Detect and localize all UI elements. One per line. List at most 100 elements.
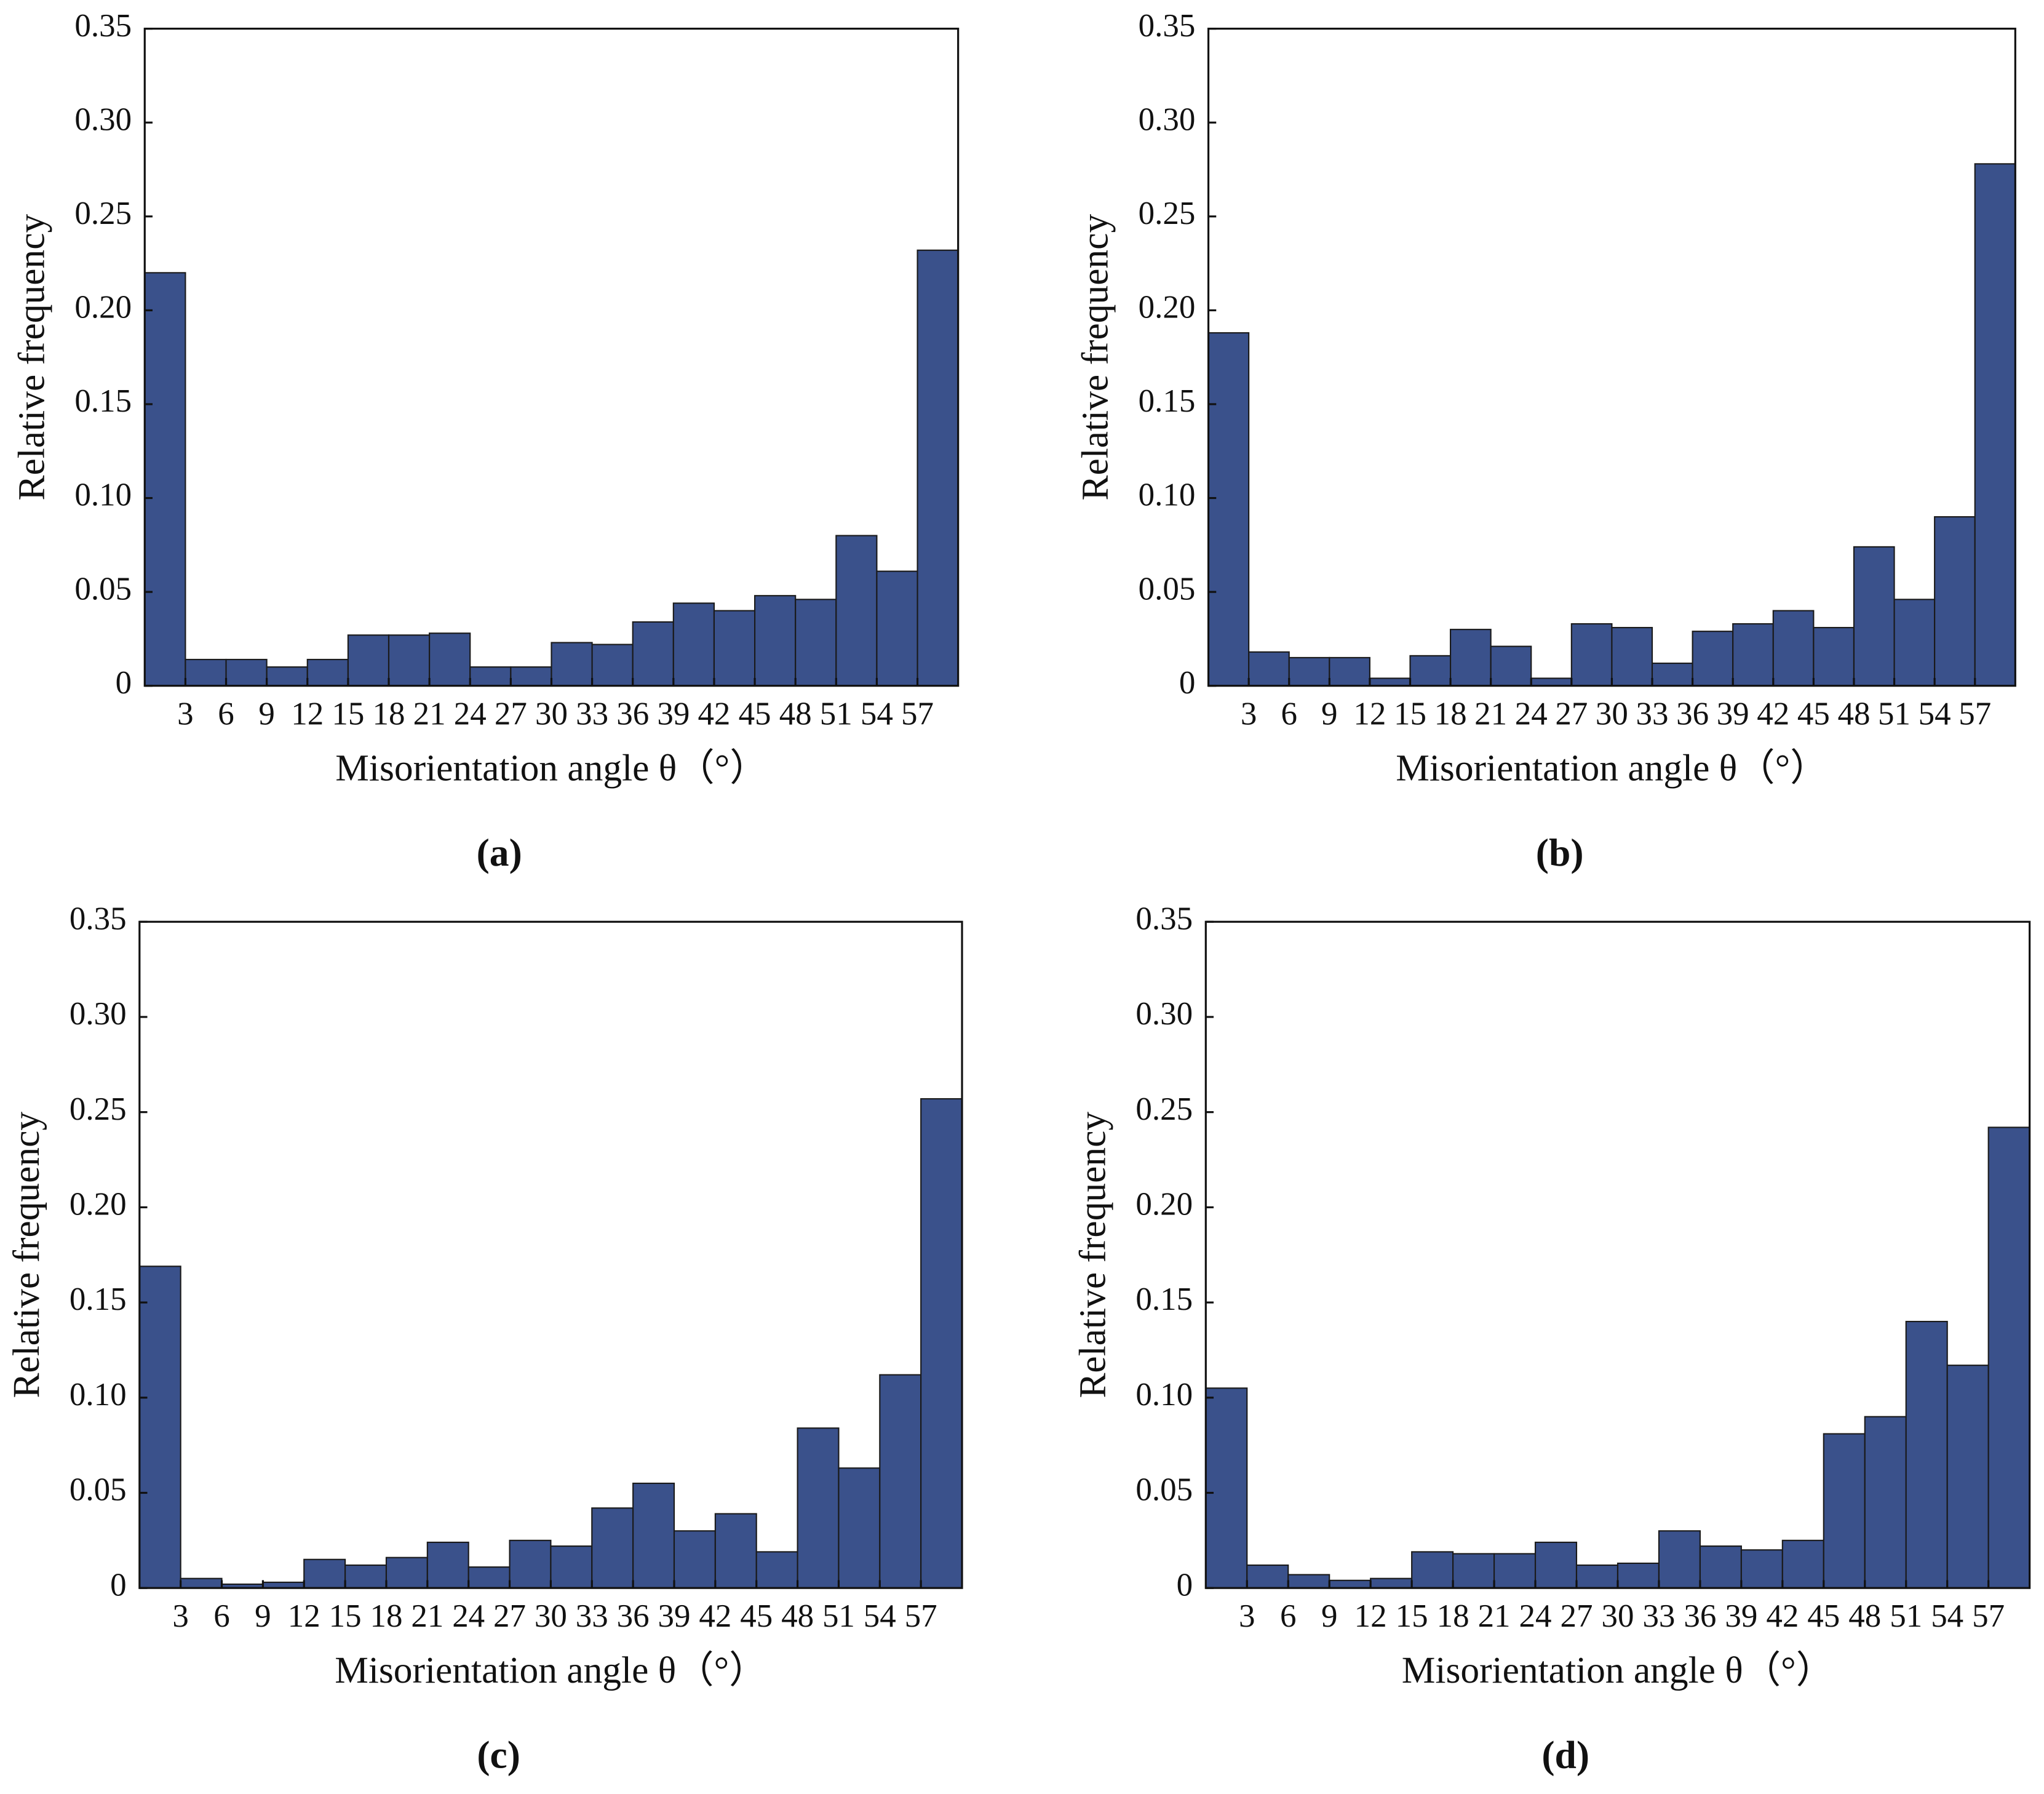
bar bbox=[429, 632, 471, 687]
y-axis-label: Relative frequency bbox=[6, 1112, 47, 1398]
y-tick-label: 0.10 bbox=[74, 477, 132, 513]
bar bbox=[795, 599, 837, 687]
x-tick-label: 48 bbox=[1848, 1598, 1881, 1634]
x-axis-label: Misorientation angle θ（°） bbox=[1396, 748, 1827, 789]
bar bbox=[510, 666, 552, 687]
bar bbox=[467, 1566, 511, 1589]
bar bbox=[551, 642, 593, 687]
y-tick-label: 0.05 bbox=[74, 571, 132, 607]
bar bbox=[1732, 623, 1774, 687]
x-tick-label: 48 bbox=[1837, 696, 1870, 732]
x-tick-label: 51 bbox=[820, 696, 853, 732]
x-tick-label: 30 bbox=[1601, 1598, 1634, 1634]
x-tick-label: 36 bbox=[1684, 1598, 1716, 1634]
y-tick-label: 0.25 bbox=[1135, 1091, 1193, 1127]
x-tick-label: 48 bbox=[781, 1598, 814, 1634]
bar bbox=[1207, 332, 1250, 687]
x-tick-label: 15 bbox=[332, 696, 364, 732]
x-tick-label: 15 bbox=[1396, 1598, 1428, 1634]
x-axis-label: Misorientation angle θ（°） bbox=[1402, 1649, 1834, 1691]
x-axis-label: Misorientation angle θ（°） bbox=[335, 748, 767, 789]
bar bbox=[1611, 627, 1653, 687]
bar bbox=[1570, 623, 1613, 687]
y-tick-label: 0.35 bbox=[74, 8, 132, 44]
y-tick-label: 0.30 bbox=[70, 996, 127, 1032]
y-tick-label: 0.35 bbox=[1135, 901, 1193, 936]
bar bbox=[1658, 1530, 1701, 1589]
bar bbox=[1205, 1387, 1248, 1589]
bar bbox=[1974, 163, 2016, 687]
bar bbox=[835, 535, 878, 687]
panel-label: (c) bbox=[477, 1732, 520, 1776]
x-tick-label: 24 bbox=[452, 1598, 485, 1634]
y-tick-label: 0.05 bbox=[1139, 571, 1196, 607]
x-tick-label: 21 bbox=[1478, 1598, 1511, 1634]
x-tick-label: 57 bbox=[1972, 1598, 2005, 1634]
y-tick-label: 0.10 bbox=[1139, 477, 1196, 513]
x-tick-label: 3 bbox=[1241, 696, 1257, 732]
x-tick-label: 48 bbox=[779, 696, 812, 732]
x-tick-label: 9 bbox=[1321, 1598, 1337, 1634]
x-tick-label: 54 bbox=[861, 696, 893, 732]
bar bbox=[225, 658, 268, 687]
bar bbox=[920, 1098, 963, 1589]
x-tick-label: 39 bbox=[1725, 1598, 1757, 1634]
bar bbox=[1905, 1320, 1948, 1589]
panel-label: (b) bbox=[1536, 831, 1584, 874]
bar bbox=[1493, 1553, 1537, 1589]
y-tick-label: 0.05 bbox=[1135, 1472, 1193, 1508]
x-tick-label: 27 bbox=[1561, 1598, 1593, 1634]
y-tick-label: 0.15 bbox=[1135, 1282, 1193, 1317]
x-tick-label: 3 bbox=[177, 696, 193, 732]
y-tick-label: 0.20 bbox=[70, 1187, 127, 1222]
x-tick-label: 15 bbox=[329, 1598, 362, 1634]
bar bbox=[426, 1541, 469, 1589]
bar bbox=[1934, 516, 1976, 687]
bar bbox=[755, 1551, 798, 1589]
y-tick-label: 0.15 bbox=[70, 1282, 127, 1317]
bar bbox=[138, 1266, 181, 1589]
x-tick-label: 12 bbox=[1353, 696, 1386, 732]
bar bbox=[1370, 1577, 1413, 1589]
x-tick-label: 6 bbox=[213, 1598, 229, 1634]
x-tick-label: 39 bbox=[657, 696, 690, 732]
bar bbox=[1781, 1539, 1824, 1589]
bar bbox=[1864, 1416, 1907, 1589]
y-tick-label: 0.30 bbox=[1139, 102, 1196, 137]
y-axis-label: Relative frequency bbox=[1075, 214, 1116, 501]
x-tick-label: 54 bbox=[1931, 1598, 1963, 1634]
bar bbox=[1575, 1564, 1619, 1589]
x-tick-label: 27 bbox=[495, 696, 527, 732]
y-tick-label: 0.20 bbox=[1135, 1187, 1193, 1222]
x-tick-label: 12 bbox=[288, 1598, 320, 1634]
x-tick-label: 9 bbox=[1321, 696, 1337, 732]
bar bbox=[1893, 599, 1936, 687]
x-tick-label: 36 bbox=[616, 696, 649, 732]
x-tick-label: 51 bbox=[1878, 696, 1911, 732]
x-tick-label: 18 bbox=[370, 1598, 402, 1634]
bar bbox=[632, 621, 674, 687]
bar bbox=[1369, 677, 1411, 687]
bar bbox=[876, 570, 918, 687]
bar bbox=[180, 1577, 223, 1589]
bar bbox=[1853, 546, 1895, 687]
x-tick-label: 27 bbox=[1555, 696, 1588, 732]
y-tick-label: 0.15 bbox=[1139, 383, 1196, 419]
y-tick-label: 0.20 bbox=[1139, 290, 1196, 325]
x-tick-label: 42 bbox=[699, 1598, 731, 1634]
bar bbox=[385, 1557, 428, 1589]
bar bbox=[713, 610, 756, 687]
x-tick-label: 36 bbox=[1676, 696, 1709, 732]
bar bbox=[1987, 1126, 2030, 1589]
bar bbox=[1452, 1553, 1495, 1589]
x-tick-label: 39 bbox=[658, 1598, 691, 1634]
x-tick-label: 30 bbox=[535, 1598, 567, 1634]
y-tick-label: 0.30 bbox=[1135, 996, 1193, 1032]
x-tick-label: 51 bbox=[822, 1598, 855, 1634]
bar bbox=[1287, 1574, 1330, 1589]
bar bbox=[672, 602, 715, 687]
bar bbox=[144, 272, 186, 687]
y-tick-label: 0.10 bbox=[1135, 1377, 1193, 1413]
bar bbox=[303, 1558, 346, 1589]
